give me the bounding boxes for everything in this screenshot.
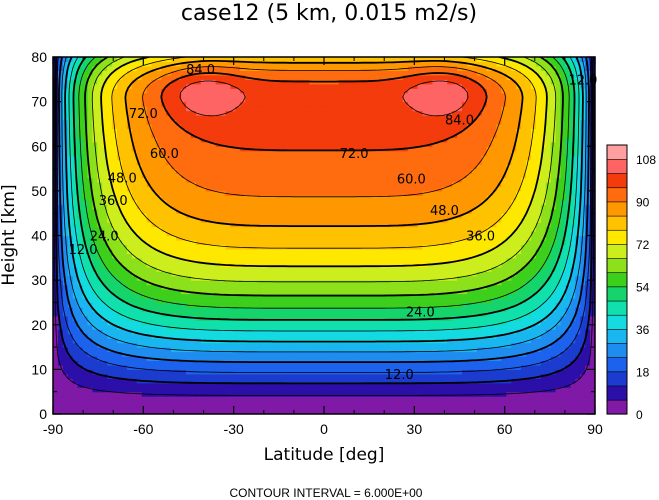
- contour-label: 84.0: [186, 63, 215, 78]
- x-tick-label: 90: [587, 421, 603, 437]
- y-tick-label: 70: [31, 94, 47, 110]
- contour-line: [58, 57, 590, 363]
- contour-label: 24.0: [90, 230, 119, 245]
- contour-label: 60.0: [150, 147, 179, 162]
- colorbar-tick-label: 0: [636, 408, 643, 422]
- contour-line: [160, 72, 488, 152]
- x-tick-label: -60: [133, 421, 153, 437]
- contour-label: 48.0: [430, 204, 459, 219]
- contour-line: [54, 57, 594, 385]
- colorbar-swatch: [606, 399, 628, 415]
- x-tick-label: -30: [224, 421, 244, 437]
- colorbar-swatch: [606, 158, 628, 174]
- contour-interval-label: CONTOUR INTERVAL = 6.000E+00: [230, 486, 423, 500]
- colorbar-swatch: [606, 257, 628, 274]
- y-tick-label: 60: [31, 138, 47, 154]
- y-tick-label: 20: [31, 317, 47, 333]
- colorbar: 0 18 36 54 72 90 108: [606, 144, 656, 422]
- x-tick-label: 60: [497, 421, 513, 437]
- colorbar-tick-label: 54: [636, 281, 650, 295]
- colorbar-tick-label: 108: [636, 153, 656, 167]
- colorbar-frame: [606, 144, 628, 415]
- contour-label: 84.0: [445, 113, 474, 128]
- y-tick-label: 10: [31, 361, 47, 377]
- colorbar-swatch: [606, 229, 628, 245]
- contour-line: [84, 57, 564, 297]
- x-axis: -90 -60 -30 0 30 60 90: [43, 57, 603, 437]
- contour-label: 60.0: [397, 172, 426, 187]
- colorbar-swatch: [606, 371, 628, 387]
- contour-label: 72.0: [129, 107, 158, 122]
- y-tick-label: 30: [31, 272, 47, 288]
- y-axis-label: Height [km]: [0, 184, 19, 285]
- contour-line: [111, 57, 537, 249]
- contour-line: [142, 66, 506, 198]
- colorbar-swatch: [606, 201, 628, 217]
- colorbar-swatch: [606, 144, 628, 160]
- contour-labels: 84.0 84.0 72.0 72.0 60.0 60.0 48.0 48.0 36.0 36.0…: [69, 63, 598, 383]
- x-tick-label: 0: [320, 421, 328, 437]
- colorbar-swatch: [606, 328, 628, 344]
- contour-label: 36.0: [99, 194, 128, 209]
- contour-line: [72, 57, 576, 321]
- y-tick-label: 0: [39, 406, 47, 422]
- contour-label: 24.0: [406, 305, 435, 320]
- colorbar-swatch: [606, 342, 628, 358]
- colorbar-swatch: [606, 286, 628, 302]
- x-tick-label: -90: [43, 421, 63, 437]
- contour-line: [91, 57, 557, 283]
- colorbar-swatch: [606, 272, 628, 288]
- colorbar-swatch: [606, 314, 628, 330]
- contour-label: 72.0: [340, 147, 369, 162]
- contour-line: [68, 57, 580, 332]
- contour-label: 12.0: [385, 368, 414, 383]
- x-tick-label: 30: [407, 421, 423, 437]
- contour-line: [53, 57, 595, 396]
- contour-line: [100, 57, 548, 268]
- y-tick-label: 40: [31, 228, 47, 244]
- colorbar-swatch: [606, 357, 628, 373]
- colorbar-tick-label: 18: [636, 366, 650, 380]
- contour-line: [179, 80, 469, 117]
- y-axis: 0 10 20 30 40 50 60 70 80: [31, 49, 595, 422]
- colorbar-swatch: [606, 385, 628, 401]
- contour-line: [56, 57, 592, 373]
- contour-line: [64, 57, 584, 343]
- y-tick-label: 80: [31, 49, 47, 65]
- y-tick-label: 50: [31, 183, 47, 199]
- contour-label: 36.0: [466, 230, 495, 245]
- colorbar-tick-label: 72: [636, 238, 650, 252]
- x-axis-label: Latitude [deg]: [264, 445, 385, 465]
- colorbar-tick-label: 90: [636, 196, 650, 210]
- contour-line: [124, 60, 524, 227]
- colorbar-tick-label: 36: [636, 323, 650, 337]
- chart-title: case12 (5 km, 0.015 m2/s): [181, 1, 477, 26]
- colorbar-swatch: [606, 215, 628, 231]
- contour-label: 12.0: [568, 73, 597, 88]
- contour-line: [78, 57, 570, 309]
- colorbar-swatch: [606, 243, 628, 259]
- contour-lines: [53, 57, 595, 396]
- contour-label: 12.0: [69, 243, 98, 258]
- contour-label: 48.0: [108, 171, 137, 186]
- contour-line: [61, 57, 587, 353]
- colorbar-swatch: [606, 300, 628, 316]
- colorbar-swatch: [606, 173, 628, 189]
- colorbar-swatch: [606, 187, 628, 203]
